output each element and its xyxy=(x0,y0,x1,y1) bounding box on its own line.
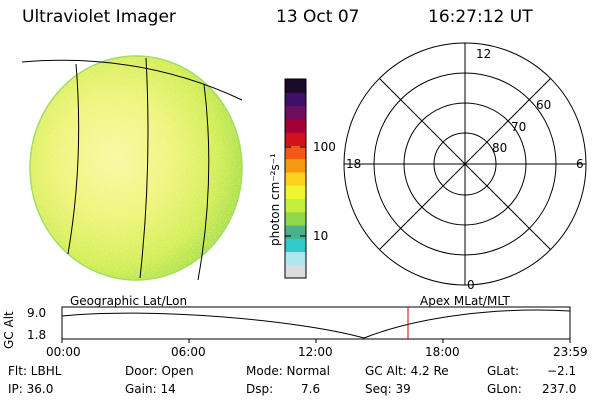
colorbar-segment xyxy=(285,158,306,173)
mlat-label-60: 60 xyxy=(536,98,552,112)
colorbar-segment xyxy=(285,185,306,199)
time-label: 16:27:12 UT xyxy=(428,7,533,27)
mlt-label-18: 18 xyxy=(346,157,362,171)
colorbar-segment xyxy=(285,145,306,160)
ip-info: IP: 36.0 xyxy=(8,382,54,396)
colorbar-segment xyxy=(285,211,306,226)
dsp-value: 7.6 xyxy=(301,382,321,396)
seq-info: Seq: 39 xyxy=(365,382,411,396)
longitude-line xyxy=(197,83,210,281)
mlt-label-6: 6 xyxy=(576,157,584,171)
timeline-y-top: 9.0 xyxy=(27,306,47,320)
longitude-line xyxy=(139,57,149,279)
colorbar-frame xyxy=(284,78,307,279)
mlt-label-0: 0 xyxy=(467,278,475,292)
earth-disk-image xyxy=(29,55,243,281)
geographic-caption: Geographic Lat/Lon xyxy=(70,294,188,308)
door-info: Door: Open xyxy=(125,364,194,378)
glat-value: −2.1 xyxy=(547,364,577,378)
colorbar xyxy=(284,78,307,279)
timeline-y-label: GC Alt xyxy=(2,311,16,349)
gain-info: Gain: 14 xyxy=(125,382,176,396)
colorbar-segment xyxy=(285,79,306,93)
mlt-label-12: 12 xyxy=(476,47,492,61)
timeline-x-tick: 18:00 xyxy=(425,345,460,359)
altitude-curve xyxy=(61,309,571,339)
colorbar-segment xyxy=(285,198,306,213)
colorbar-tick-100: 100 xyxy=(313,140,336,154)
mlt-line-diag xyxy=(379,78,551,250)
timeline-y-bottom: 1.8 xyxy=(27,328,47,342)
mlat-label-70: 70 xyxy=(511,120,527,134)
colorbar-segment xyxy=(285,238,306,253)
instrument-title: Ultraviolet Imager xyxy=(22,7,176,27)
magnetic-caption: Apex MLat/MLT xyxy=(420,294,510,308)
colorbar-unit-label: photon cm⁻²s⁻¹ xyxy=(268,153,282,246)
altitude-timeline xyxy=(61,306,571,343)
colorbar-segment xyxy=(285,171,306,186)
colorbar-segment xyxy=(285,264,306,279)
dsp-label: Dsp: xyxy=(246,382,274,396)
date-label: 13 Oct 07 xyxy=(276,7,360,27)
timeline-x-tick: 00:00 xyxy=(46,345,81,359)
filter-info: Flt: LBHL xyxy=(8,364,62,378)
colorbar-ticks xyxy=(285,146,306,237)
glon-value: 237.0 xyxy=(542,382,577,396)
colorbar-segment xyxy=(285,118,306,133)
colorbar-tick-10: 10 xyxy=(313,229,329,243)
latitude-line xyxy=(21,59,243,101)
timeline-x-tick: 12:00 xyxy=(298,345,333,359)
timeline-x-tick: 23:59 xyxy=(553,345,588,359)
glon-label: GLon: xyxy=(487,382,522,396)
colorbar-segment xyxy=(285,92,306,107)
gc-alt-info: GC Alt: 4.2 Re xyxy=(365,364,449,378)
colorbar-segment xyxy=(285,132,306,146)
colorbar-segment xyxy=(285,105,306,120)
longitude-line xyxy=(67,63,80,255)
colorbar-segment xyxy=(285,224,306,239)
mode-info: Mode: Normal xyxy=(246,364,330,378)
geographic-grid xyxy=(21,57,243,281)
glat-label: GLat: xyxy=(487,364,520,378)
mlat-mlt-dial xyxy=(343,42,587,286)
mlat-label-80: 80 xyxy=(492,141,508,155)
timeline-x-tick: 06:00 xyxy=(171,345,206,359)
colorbar-segment xyxy=(285,251,306,266)
